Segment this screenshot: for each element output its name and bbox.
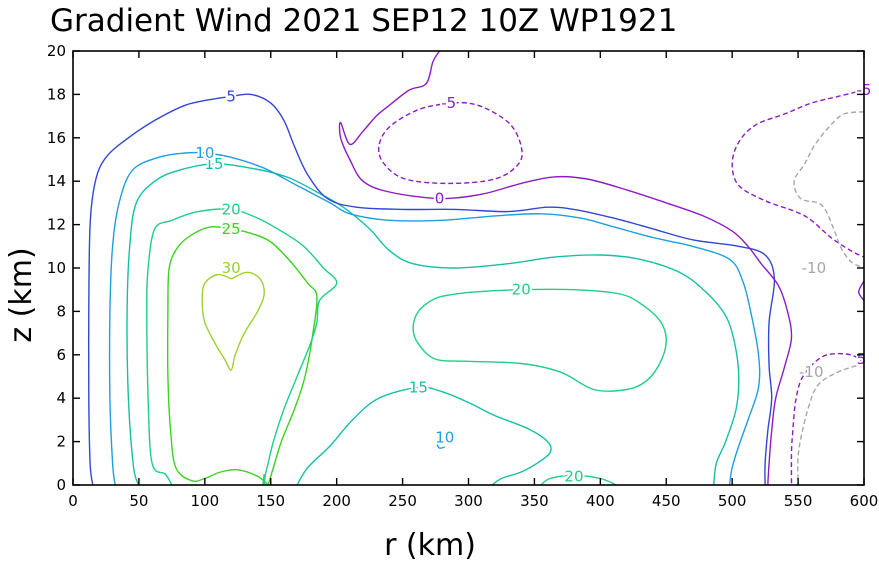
contour-20: [146, 208, 338, 486]
contour-label: 20: [564, 467, 583, 485]
contour-0: [857, 280, 865, 302]
contour-label: 15: [205, 155, 224, 173]
contour-lines: [87, 50, 865, 486]
y-tick-label: 12: [47, 216, 66, 234]
x-tick-label: 550: [784, 492, 813, 510]
x-tick-label: 100: [191, 492, 220, 510]
x-tick-label: 250: [388, 492, 417, 510]
x-tick-label: 400: [586, 492, 615, 510]
y-tick-label: 2: [56, 433, 66, 451]
contour-label: 10: [195, 144, 214, 162]
contour-label: 30: [222, 259, 241, 277]
contour-label: -10: [802, 259, 827, 277]
contour-label: -10: [799, 363, 824, 381]
x-tick-label: 500: [718, 492, 747, 510]
x-tick-label: 450: [652, 492, 681, 510]
x-tick-label: 50: [129, 492, 148, 510]
contour--5: [377, 101, 523, 185]
contour-10: [108, 151, 761, 486]
y-axis-ticks: 0 2 4 6 8 10 12 14 16 18 20: [47, 42, 864, 494]
x-tick-label: 600: [850, 492, 879, 510]
y-tick-label: 14: [47, 172, 66, 190]
contour-20: [540, 474, 617, 486]
contour-label: 25: [222, 220, 241, 238]
y-tick-label: 16: [47, 129, 66, 147]
contour-label: 20: [512, 281, 531, 299]
x-tick-label: 350: [520, 492, 549, 510]
chart-title: Gradient Wind 2021 SEP12 10Z WP1921: [50, 3, 677, 39]
y-tick-label: 4: [56, 389, 66, 407]
contour-label: 5: [226, 88, 236, 106]
x-axis-ticks: 0 50 100 150 200 250 300 350 400 450 500 550 600: [68, 51, 878, 510]
y-tick-label: 6: [56, 346, 66, 364]
contour-0: [338, 50, 793, 486]
contour-label: -5: [441, 94, 456, 112]
y-axis-label: z (km): [4, 247, 39, 342]
y-tick-label: 8: [56, 302, 66, 320]
x-tick-label: 200: [322, 492, 351, 510]
x-axis-label: r (km): [384, 528, 476, 561]
contour--10: [793, 111, 865, 269]
x-tick-label: 0: [68, 492, 78, 510]
x-tick-label: 150: [256, 492, 285, 510]
contour-label: 20: [222, 200, 241, 218]
y-tick-label: 10: [47, 259, 66, 277]
contour-label: 15: [409, 378, 428, 396]
y-tick-label: 20: [47, 42, 66, 60]
y-tick-label: 18: [47, 85, 66, 103]
contour--5: [731, 89, 865, 258]
x-tick-label: 300: [454, 492, 483, 510]
contour-label: 10: [435, 428, 454, 446]
contour-15: [296, 386, 552, 486]
contour-25: [166, 225, 318, 486]
contour-15: [126, 163, 740, 486]
contour--10: [797, 362, 865, 486]
contour-30: [201, 271, 265, 371]
contour-label: 0: [435, 190, 445, 208]
y-tick-label: 0: [56, 476, 66, 494]
contour-10: [436, 443, 445, 449]
contour-20: [412, 288, 668, 392]
